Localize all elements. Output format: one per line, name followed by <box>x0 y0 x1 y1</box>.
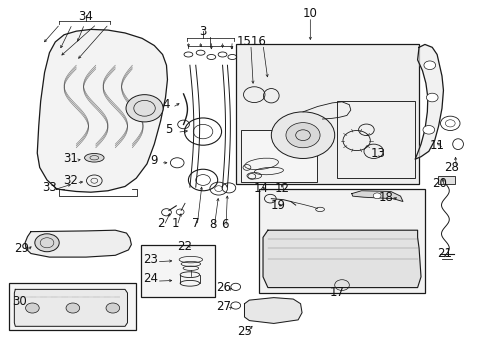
Circle shape <box>426 93 437 102</box>
Text: 28: 28 <box>444 161 458 174</box>
Text: 12: 12 <box>274 183 289 195</box>
Text: 8: 8 <box>209 218 216 231</box>
Circle shape <box>106 303 120 313</box>
Text: 1: 1 <box>171 216 179 230</box>
Circle shape <box>271 112 334 158</box>
Text: 20: 20 <box>431 177 446 190</box>
Text: 32: 32 <box>63 174 78 187</box>
Text: 33: 33 <box>42 181 57 194</box>
Circle shape <box>25 303 39 313</box>
Text: 27: 27 <box>216 300 231 313</box>
Text: 6: 6 <box>221 218 228 231</box>
Text: 29: 29 <box>14 242 29 255</box>
Text: 5: 5 <box>165 123 172 136</box>
Bar <box>259 189 424 293</box>
Bar <box>9 283 136 330</box>
Circle shape <box>126 95 163 122</box>
Ellipse shape <box>84 153 104 162</box>
Polygon shape <box>414 44 443 159</box>
Text: 3: 3 <box>199 25 206 38</box>
Polygon shape <box>14 289 127 326</box>
Text: 17: 17 <box>329 287 344 300</box>
Text: 30: 30 <box>12 296 26 309</box>
Bar <box>241 130 316 182</box>
Circle shape <box>66 303 80 313</box>
Circle shape <box>423 61 435 69</box>
Polygon shape <box>263 230 420 288</box>
Bar <box>437 176 454 184</box>
Text: 23: 23 <box>143 253 158 266</box>
Text: 21: 21 <box>436 247 451 260</box>
Text: 10: 10 <box>302 7 317 20</box>
Text: 25: 25 <box>237 325 251 338</box>
Circle shape <box>422 126 434 134</box>
Text: 19: 19 <box>270 199 285 212</box>
Polygon shape <box>244 298 302 323</box>
Text: 14: 14 <box>254 183 268 195</box>
Text: 18: 18 <box>378 192 392 204</box>
Circle shape <box>35 234 59 252</box>
Circle shape <box>285 123 320 148</box>
Bar <box>236 44 418 184</box>
Text: 7: 7 <box>192 216 199 230</box>
Text: 22: 22 <box>177 240 192 253</box>
Bar <box>336 101 414 178</box>
Circle shape <box>372 193 380 199</box>
Text: 1516: 1516 <box>236 35 266 49</box>
Text: 4: 4 <box>163 98 170 111</box>
Text: 9: 9 <box>150 154 158 167</box>
Polygon shape <box>25 230 131 257</box>
Text: 31: 31 <box>63 152 78 165</box>
Text: 24: 24 <box>143 272 158 285</box>
Polygon shape <box>351 191 402 202</box>
Text: 13: 13 <box>370 147 385 159</box>
Bar <box>141 244 215 297</box>
Text: 34: 34 <box>79 10 93 23</box>
Text: 26: 26 <box>216 281 231 294</box>
Text: 11: 11 <box>429 139 444 152</box>
Polygon shape <box>37 30 167 192</box>
Text: 2: 2 <box>157 216 164 230</box>
